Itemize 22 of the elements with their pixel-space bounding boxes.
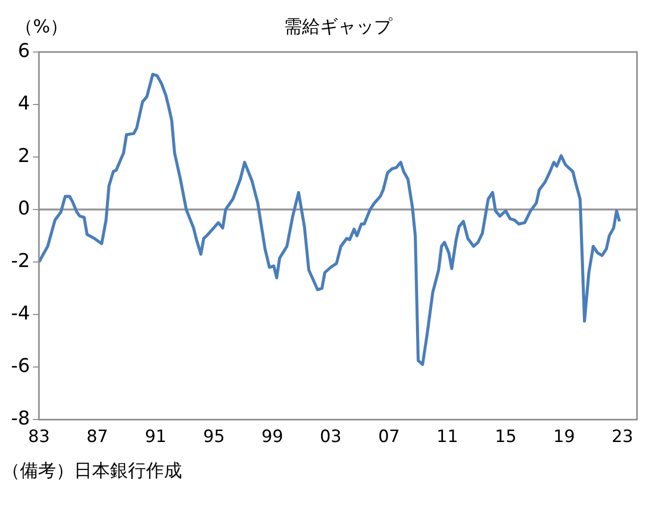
- x-tick-label: 03: [320, 427, 342, 448]
- x-tick-label: 91: [144, 427, 166, 448]
- y-tick-label: -2: [10, 250, 30, 272]
- y-tick-label: -4: [10, 302, 30, 325]
- y-tick-label: -6: [10, 355, 30, 378]
- chart-title: 需給ギャップ: [284, 16, 393, 38]
- x-tick-label: 83: [28, 427, 50, 448]
- y-tick-label: 0: [18, 197, 30, 220]
- x-tick-label: 23: [612, 427, 634, 448]
- x-tick-label: 95: [203, 427, 225, 448]
- x-tick-label: 15: [494, 427, 517, 448]
- x-tick-label: 07: [378, 427, 400, 448]
- x-tick-label: 87: [86, 427, 108, 448]
- text: （備考）日本銀行作成: [2, 460, 182, 482]
- x-tick-label: 11: [436, 427, 458, 448]
- y-tick-label: 2: [18, 144, 30, 167]
- y-tick-label: 4: [18, 92, 30, 114]
- x-tick-label: 19: [553, 427, 575, 448]
- y-tick-label: 6: [18, 40, 30, 62]
- y-tick-label: -8: [10, 408, 30, 430]
- y-axis-title: （%）: [14, 16, 68, 38]
- x-tick-label: 99: [262, 427, 284, 448]
